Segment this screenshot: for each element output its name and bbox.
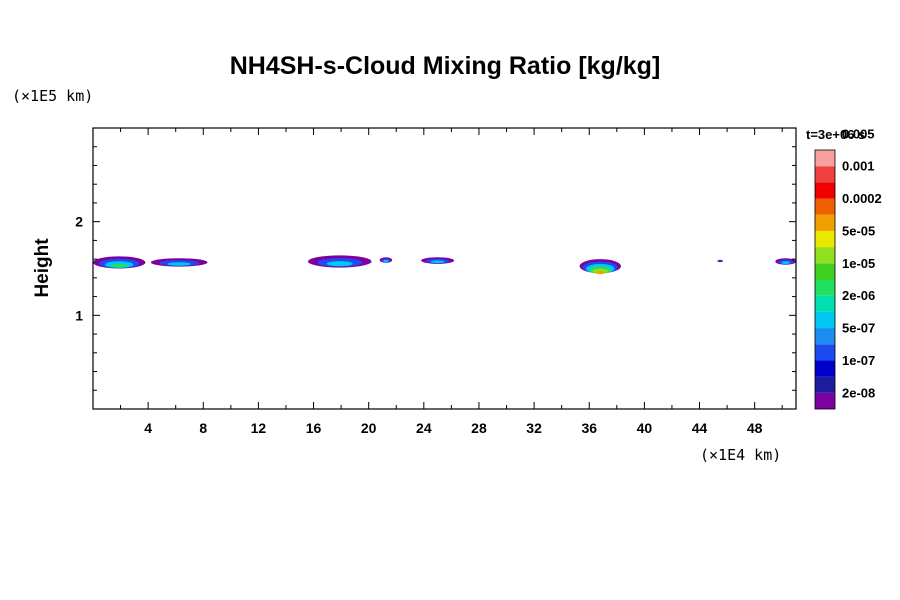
cloud-contour xyxy=(595,270,605,275)
colorbar-swatch xyxy=(815,263,835,280)
y-tick-label: 1 xyxy=(75,307,83,323)
x-tick-label: 20 xyxy=(361,420,377,436)
colorbar-label: 1e-07 xyxy=(842,353,875,368)
cloud-contour xyxy=(167,262,191,266)
cloud-contour xyxy=(781,261,790,265)
cloud-blob xyxy=(150,258,208,267)
colorbar-swatch xyxy=(815,295,835,312)
y-axis-label: Height xyxy=(32,238,53,298)
colorbar-swatch xyxy=(815,311,835,329)
y-unit-label: (×1E5 km) xyxy=(12,87,93,105)
colorbar-frame xyxy=(814,149,836,410)
cloud-blob xyxy=(421,257,455,264)
cloud-blob xyxy=(579,259,621,275)
colorbar-swatch xyxy=(815,279,835,296)
time-label: t=3e+06 s xyxy=(806,127,865,142)
x-tick-label: 40 xyxy=(637,420,653,436)
colorbar-swatch xyxy=(815,392,835,409)
x-tick-label: 48 xyxy=(747,420,763,436)
x-tick-label: 28 xyxy=(471,420,487,436)
cloud-contour xyxy=(383,259,389,263)
y-tick-label: 2 xyxy=(75,214,83,230)
cloud-contour xyxy=(110,263,128,268)
colorbar-swatch xyxy=(815,182,835,199)
colorbar-label: 1e-05 xyxy=(842,256,875,271)
cloud-blob xyxy=(717,259,723,263)
colorbar-swatch xyxy=(815,166,835,183)
colorbar-swatch xyxy=(815,214,835,231)
cloud-blob xyxy=(775,258,796,265)
colorbar-label: 2e-06 xyxy=(842,288,875,303)
cloud-contour xyxy=(430,260,445,264)
x-tick-label: 44 xyxy=(692,420,708,436)
colorbar-swatch xyxy=(815,360,835,377)
chart-title: NH4SH-s-Cloud Mixing Ratio [kg/kg] xyxy=(230,52,661,80)
colorbar-swatch xyxy=(815,376,835,393)
cloud-blob xyxy=(308,255,372,268)
colorbar-swatch xyxy=(815,150,835,167)
colorbar-swatch xyxy=(815,247,835,264)
x-tick-label: 36 xyxy=(581,420,597,436)
colorbar-label: 5e-05 xyxy=(842,223,875,238)
x-tick-label: 4 xyxy=(144,420,152,436)
colorbar-swatch xyxy=(815,198,835,215)
colorbar-label: 0.001 xyxy=(842,159,875,174)
y-axis: 12 xyxy=(75,146,796,391)
colorbar-swatch xyxy=(815,344,835,361)
x-axis: 4 8 12 16 20 24 28 32 36 40 44 48 xyxy=(92,128,783,436)
x-tick-label: 8 xyxy=(199,420,207,436)
x-tick-label: 12 xyxy=(251,420,267,436)
colorbar-label: 0.0002 xyxy=(842,191,882,206)
cloud-contour xyxy=(326,261,353,267)
cloud-contour xyxy=(718,260,722,262)
x-tick-label: 24 xyxy=(416,420,432,436)
colorbar-label: 0.005 xyxy=(842,126,875,141)
colorbar-label: 5e-07 xyxy=(842,321,875,336)
colorbar-swatch xyxy=(815,230,835,248)
x-unit-label: (×1E4 km) xyxy=(700,446,781,464)
x-tick-label: 32 xyxy=(526,420,542,436)
cloud-blob xyxy=(379,257,393,263)
x-tick-label: 16 xyxy=(306,420,322,436)
plot-frame xyxy=(92,127,797,410)
cloud-field xyxy=(93,255,796,275)
cloud-blob xyxy=(93,256,146,269)
colorbar-swatch xyxy=(815,328,835,345)
colorbar-label: 2e-08 xyxy=(842,385,875,400)
colorbar: 2e-08 1e-07 5e-07 2e-06 1e-05 5e-05 0.0002 0.00… xyxy=(814,126,882,410)
